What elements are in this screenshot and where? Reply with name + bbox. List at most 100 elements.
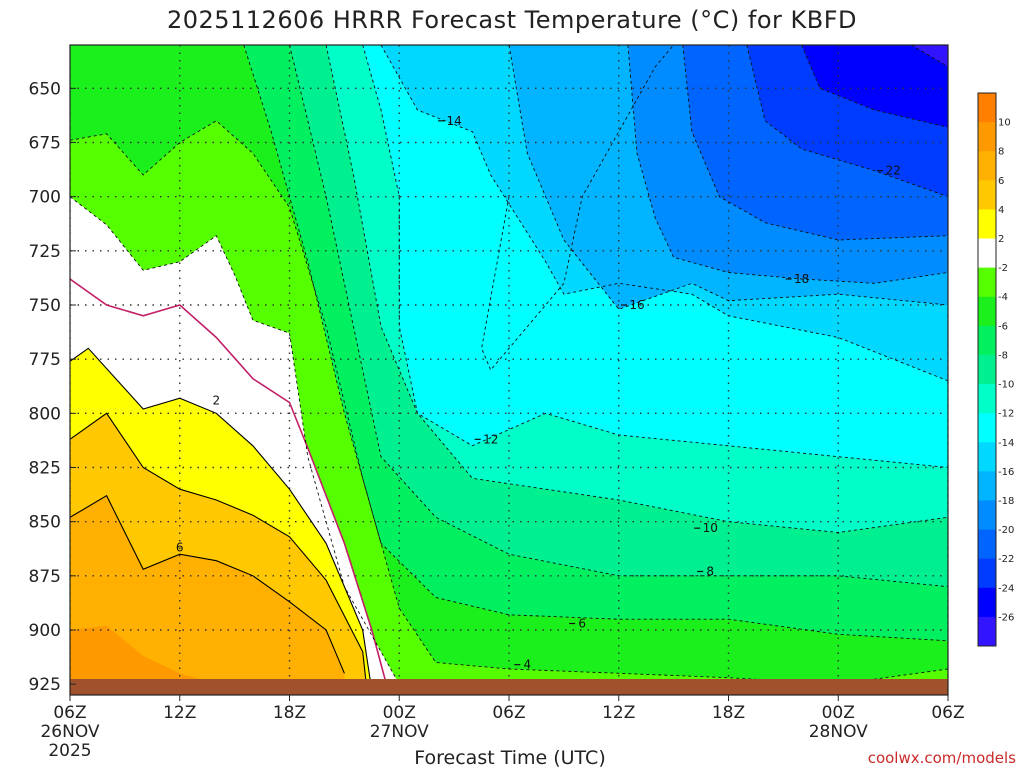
ground xyxy=(70,679,948,695)
isotherm--16 xyxy=(508,45,948,310)
colorbar-swatch xyxy=(978,529,996,560)
colorbar-label: -12 xyxy=(998,409,1014,420)
colorbar-swatch xyxy=(978,616,996,647)
isotherm-label: 6 xyxy=(176,541,184,555)
y-tick-label: 675 xyxy=(29,134,61,154)
y-tick-label: 925 xyxy=(29,675,61,695)
plot-area xyxy=(70,45,948,695)
y-tick-label: 650 xyxy=(29,79,61,99)
isotherm-label-text: 6 xyxy=(176,541,184,555)
colorbar-label: -10 xyxy=(998,380,1014,391)
colorbar-swatch xyxy=(978,500,996,531)
colorbar-swatch xyxy=(978,238,996,269)
colorbar-label: -2 xyxy=(998,263,1008,274)
colorbar-swatch xyxy=(978,354,996,385)
colorbar-label: 8 xyxy=(998,147,1004,158)
colorbar-label: -4 xyxy=(998,292,1008,303)
isotherm-labels: 6 2 4 6 8 10 12 14 16 18 22 xyxy=(176,114,901,672)
x-tick-label: 18Z xyxy=(712,703,745,723)
isotherm-4 xyxy=(70,412,367,685)
isotherm-label: 18 xyxy=(785,272,809,286)
isotherm-label-text: 10 xyxy=(703,521,718,535)
colorbar-swatch xyxy=(978,471,996,501)
colorbar-swatch xyxy=(978,442,996,472)
colorbar-label: -6 xyxy=(998,321,1008,332)
isotherm-label-text: 8 xyxy=(706,565,714,579)
x-tick-label: 06Z xyxy=(492,703,525,723)
chart-title: 2025112606 HRRR Forecast Temperature (°C… xyxy=(167,6,857,34)
y-tick-label: 725 xyxy=(29,242,61,262)
isotherm--18 xyxy=(627,45,948,284)
credit-text: coolwx.com/models xyxy=(868,749,1016,767)
isotherm--12 xyxy=(362,45,948,468)
colorbar-swatch xyxy=(978,587,996,618)
colorbar-swatch xyxy=(978,122,996,152)
colorbar-label: 6 xyxy=(998,176,1004,187)
colorbar-swatch xyxy=(978,558,996,589)
isotherm-label: 14 xyxy=(438,114,462,128)
colorbar-label: -14 xyxy=(998,438,1014,449)
colorbar-swatch xyxy=(978,180,996,210)
x-tick-date: 27NOV xyxy=(370,722,429,742)
colorbar-label: -26 xyxy=(998,612,1014,623)
isotherm-lines xyxy=(70,45,948,691)
x-axis-title: Forecast Time (UTC) xyxy=(414,747,605,768)
colorbar-label: 4 xyxy=(998,205,1004,216)
x-tick-label: 00Z xyxy=(822,703,855,723)
colorbar-label: -22 xyxy=(998,554,1014,565)
isotherm--2 xyxy=(70,196,400,685)
isotherm--14 xyxy=(380,45,948,382)
colorbar-swatch xyxy=(978,151,996,181)
isotherm-label-text: 14 xyxy=(446,114,461,128)
isotherm-label: 6 xyxy=(569,617,586,631)
x-tick-label: 00Z xyxy=(383,703,416,723)
isotherm--20 xyxy=(682,45,948,241)
isotherm-label: 10 xyxy=(694,521,718,535)
colorbar-swatch xyxy=(978,267,996,298)
y-tick-label: 875 xyxy=(29,567,61,587)
isotherm--4 xyxy=(70,120,948,685)
isotherm--6 xyxy=(243,45,948,642)
isotherm-label: 4 xyxy=(514,658,531,672)
colorbar-swatch xyxy=(978,384,996,414)
colorbar-label: -8 xyxy=(998,350,1008,361)
x-tick-label: 18Z xyxy=(273,703,306,723)
isotherm-6 xyxy=(70,494,345,674)
isotherm-label-text: 4 xyxy=(523,658,531,672)
isotherm--10 xyxy=(325,45,948,533)
isotherm-label: 22 xyxy=(877,164,901,178)
y-tick-label: 825 xyxy=(29,459,61,479)
y-tick-label: 850 xyxy=(29,513,61,533)
isotherm-label-text: 2 xyxy=(213,393,221,407)
y-tick-label: 800 xyxy=(29,404,61,424)
x-tick-date: 26NOV xyxy=(40,722,99,742)
isotherm-label: 2 xyxy=(213,393,221,407)
y-tick-label: 750 xyxy=(29,296,61,316)
colorbar: 10 8 6 4 2 -2 -4 -6 -8 -10 -12 -14 -16 -18 -20 -22 -24 -2… xyxy=(977,92,1014,647)
x-tick-year: 2025 xyxy=(48,741,91,761)
x-tick-label: 12Z xyxy=(163,703,196,723)
x-tick-label: 06Z xyxy=(53,703,86,723)
isotherm-label-text: 18 xyxy=(794,272,809,286)
x-tick-label: 12Z xyxy=(602,703,635,723)
colorbar-swatch xyxy=(978,209,996,240)
isotherm--26 xyxy=(911,45,948,68)
y-axis: 650 675 700 725 750 775 800 825 850 875 900 925 xyxy=(29,79,76,695)
fill-band xyxy=(911,45,948,67)
y-tick-label: 775 xyxy=(29,350,61,370)
isotherm-label-text: 22 xyxy=(885,164,900,178)
fill-band xyxy=(70,625,217,695)
colorbar-label: 2 xyxy=(998,234,1004,245)
colorbar-swatch xyxy=(978,93,996,123)
colorbar-label: 10 xyxy=(998,118,1011,129)
isotherm-0 xyxy=(70,278,388,685)
isotherm-label-text: 16 xyxy=(629,298,644,312)
y-tick-label: 900 xyxy=(29,621,61,641)
isotherm-label: 16 xyxy=(621,298,645,312)
isotherm-label: 8 xyxy=(697,565,714,579)
x-tick-date: 28NOV xyxy=(809,722,868,742)
colorbar-label: -20 xyxy=(998,525,1014,536)
colorbar-label: -16 xyxy=(998,467,1014,478)
